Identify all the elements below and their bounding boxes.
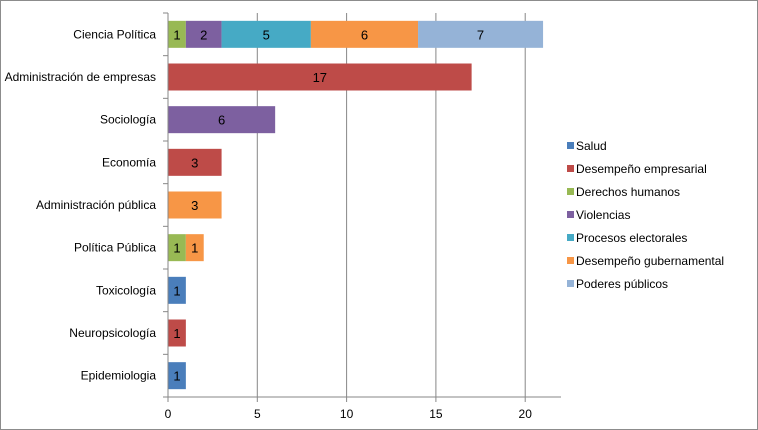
legend-swatch-6 xyxy=(567,280,574,287)
bar-7-1 xyxy=(168,319,186,347)
data-label-0-3: 2 xyxy=(200,27,207,42)
category-label-6: Toxicología xyxy=(96,283,156,297)
tick-labels: 0 5 10 15 20 xyxy=(165,407,533,421)
bar-6-0 xyxy=(168,276,186,304)
category-label-1: Administración de empresas xyxy=(5,70,156,84)
data-label-0-2: 1 xyxy=(173,27,180,42)
data-label-2-3: 6 xyxy=(218,113,225,128)
legend: Salud Desempeño empresarial Derechos human… xyxy=(567,139,724,291)
category-labels: Ciencia Política Administración de empres… xyxy=(5,27,157,382)
legend-label-3: Violencias xyxy=(576,208,630,222)
data-label-6-0: 1 xyxy=(173,283,180,298)
bars xyxy=(168,20,544,390)
x-tick-label-20: 20 xyxy=(519,407,533,421)
x-tick-label-0: 0 xyxy=(165,407,172,421)
bar-3-1 xyxy=(168,148,222,176)
bar-5-5 xyxy=(185,234,204,262)
bar-1-1 xyxy=(168,63,472,91)
bar-0-5 xyxy=(310,20,419,48)
data-label-5-5: 1 xyxy=(191,241,198,256)
category-label-4: Administración pública xyxy=(36,198,156,212)
axes xyxy=(163,12,561,402)
bar-0-3 xyxy=(185,20,222,48)
data-label-7-1: 1 xyxy=(173,326,180,341)
legend-label-4: Procesos electorales xyxy=(576,231,687,245)
bar-0-6 xyxy=(418,20,544,48)
bar-4-5 xyxy=(168,191,222,219)
data-label-4-5: 3 xyxy=(191,198,198,213)
bar-5-2 xyxy=(168,234,186,262)
legend-label-6: Poderes públicos xyxy=(576,277,668,291)
category-label-5: Política Pública xyxy=(74,241,156,255)
data-label-8-0: 1 xyxy=(173,369,180,384)
category-label-8: Epidemiologia xyxy=(81,369,157,383)
data-label-5-2: 1 xyxy=(173,241,180,256)
legend-label-2: Derechos humanos xyxy=(576,185,680,199)
category-label-0: Ciencia Política xyxy=(73,27,156,41)
legend-swatch-2 xyxy=(567,188,574,195)
bar-0-2 xyxy=(168,20,186,48)
bar-0-4 xyxy=(221,20,311,48)
bar-2-3 xyxy=(168,106,276,134)
legend-label-5: Desempeño gubernamental xyxy=(576,254,724,268)
x-tick-label-5: 5 xyxy=(254,407,261,421)
data-label-1-1: 17 xyxy=(313,70,327,85)
x-tick-label-10: 10 xyxy=(340,407,354,421)
category-label-2: Sociología xyxy=(100,113,156,127)
category-label-7: Neuropsicología xyxy=(69,326,156,340)
data-label-3-1: 3 xyxy=(191,155,198,170)
data-label-0-5: 6 xyxy=(361,27,368,42)
legend-swatch-1 xyxy=(567,165,574,172)
x-tick-label-15: 15 xyxy=(429,407,443,421)
data-label-0-4: 5 xyxy=(263,27,270,42)
legend-label-0: Salud xyxy=(576,139,607,153)
legend-label-1: Desempeño empresarial xyxy=(576,162,707,176)
data-label-0-6: 7 xyxy=(477,27,484,42)
bar-8-0 xyxy=(168,362,186,390)
legend-swatch-4 xyxy=(567,234,574,241)
legend-swatch-3 xyxy=(567,211,574,218)
legend-swatch-5 xyxy=(567,257,574,264)
category-label-3: Economía xyxy=(102,155,156,169)
legend-swatch-0 xyxy=(567,142,574,149)
